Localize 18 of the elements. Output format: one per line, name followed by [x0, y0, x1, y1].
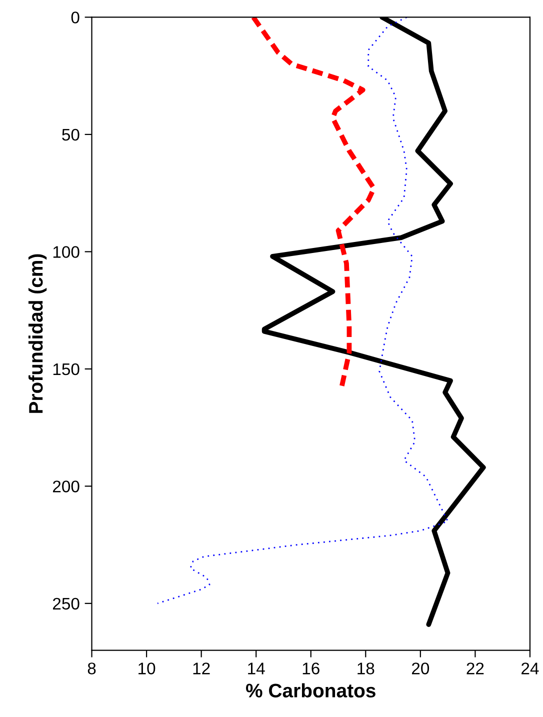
y-tick-label: 100	[53, 246, 80, 258]
x-tick-label: 16	[302, 662, 320, 674]
y-tick-label: 250	[52, 598, 80, 610]
x-tick-label: 20	[412, 662, 430, 674]
y-tick-label: 0	[71, 12, 80, 24]
y-tick-label: 50	[62, 128, 80, 141]
x-tick-label: 12	[193, 662, 210, 674]
x-tick-label: 22	[466, 662, 484, 674]
x-tick-label: 24	[522, 662, 539, 674]
x-tick-label: 8	[88, 662, 96, 674]
x-tick-label: 18	[358, 662, 374, 674]
y-tick-label: 150	[53, 363, 80, 376]
x-axis-title: % Carbonatos	[246, 683, 376, 698]
x-tick-label: 14	[248, 662, 265, 674]
line-series	[156, 17, 448, 604]
y-axis-title: Profundidad (cm)	[28, 254, 47, 413]
y-tick-label: 200	[52, 480, 80, 492]
x-tick-label: 10	[138, 662, 156, 674]
